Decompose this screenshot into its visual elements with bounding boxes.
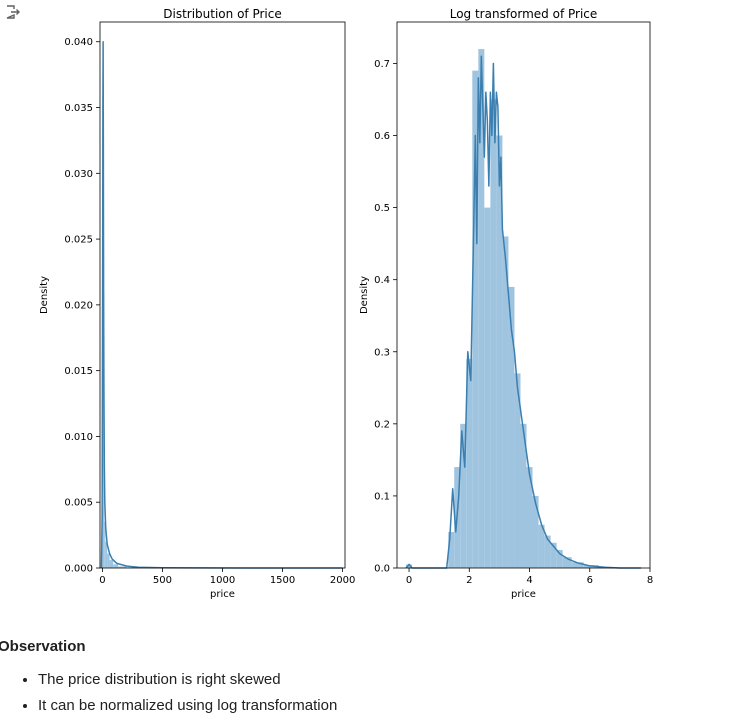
kde-line — [100, 40, 343, 569]
y-tick-label: 0.5 — [374, 203, 390, 214]
histogram-bar — [502, 236, 509, 568]
histogram-bar — [109, 560, 114, 568]
chart-title: Log transformed of Price — [450, 7, 598, 21]
histogram-bar — [526, 467, 533, 568]
x-tick-label: 8 — [647, 575, 653, 586]
histogram-bar — [520, 423, 527, 568]
plot-frame — [396, 21, 651, 569]
observation-item: The price distribution is right skewed — [38, 668, 337, 694]
figure: 0 500 1000 1500 20000.0000.0050.0100.0150.02… — [39, 7, 653, 600]
histogram-bar — [107, 553, 110, 568]
y-tick-label: 0.030 — [64, 169, 93, 180]
x-tick-label: 500 — [153, 575, 172, 586]
observation-title: Observation — [0, 638, 86, 655]
histogram-bar — [406, 564, 413, 568]
y-tick-label: 0.7 — [374, 59, 390, 70]
histogram-bar — [562, 557, 572, 568]
y-tick-label: 0.010 — [64, 432, 93, 443]
y-tick-label: 0.1 — [374, 491, 390, 502]
y-tick-label: 0.025 — [64, 235, 93, 246]
x-tick-label: 2000 — [330, 575, 355, 586]
histogram-bar — [460, 423, 467, 568]
histogram-bar — [490, 99, 497, 569]
x-tick-label: 1000 — [210, 575, 235, 586]
y-tick-label: 0.035 — [64, 103, 93, 114]
chart-title: Distribution of Price — [163, 7, 281, 21]
y-tick-label: 0.2 — [374, 419, 390, 430]
plot-frame — [99, 21, 346, 569]
x-tick-label: 4 — [526, 575, 532, 586]
histogram-bar — [472, 70, 479, 568]
observation-item: It can be normalized using log transform… — [38, 694, 337, 720]
histogram-bar — [556, 549, 563, 568]
x-axis-label: price — [511, 589, 536, 600]
histogram-bar — [571, 562, 584, 568]
y-axis-label: Density — [359, 276, 370, 314]
y-tick-label: 0.040 — [64, 37, 93, 48]
histogram-bar — [113, 564, 119, 568]
y-tick-label: 0.000 — [64, 564, 93, 575]
x-tick-label: 6 — [587, 575, 593, 586]
histogram-bar — [508, 286, 515, 568]
y-tick-label: 0.3 — [374, 347, 390, 358]
histogram-bar — [544, 535, 551, 568]
x-tick-label: 2 — [466, 575, 472, 586]
histogram-bar — [484, 207, 491, 569]
histogram-bar — [514, 373, 521, 568]
histogram-bar — [532, 495, 539, 568]
x-tick-label: 0 — [406, 575, 412, 586]
histogram-bar — [105, 541, 108, 568]
histogram-bar — [448, 531, 455, 568]
x-tick-label: 1500 — [270, 575, 295, 586]
histogram-bar — [104, 521, 106, 568]
y-tick-label: 0.6 — [374, 131, 390, 142]
x-axis-label: price — [210, 589, 235, 600]
x-tick-label: 0 — [99, 575, 105, 586]
y-tick-label: 0.0 — [374, 564, 390, 575]
histogram-bar — [538, 524, 545, 568]
histogram-bar — [496, 135, 503, 568]
y-axis-label: Density — [39, 276, 50, 314]
histogram-bar — [466, 358, 473, 568]
output-arrow-icon[interactable] — [4, 4, 20, 20]
y-tick-label: 0.005 — [64, 498, 93, 509]
y-tick-label: 0.4 — [374, 275, 390, 286]
histogram-bar — [118, 566, 127, 568]
histogram-bar — [478, 49, 485, 568]
histogram-bar — [550, 542, 557, 568]
y-tick-label: 0.020 — [64, 300, 93, 311]
observation-list: The price distribution is right skewed I… — [0, 668, 337, 720]
y-tick-label: 0.015 — [64, 366, 93, 377]
kde-line — [405, 55, 641, 569]
